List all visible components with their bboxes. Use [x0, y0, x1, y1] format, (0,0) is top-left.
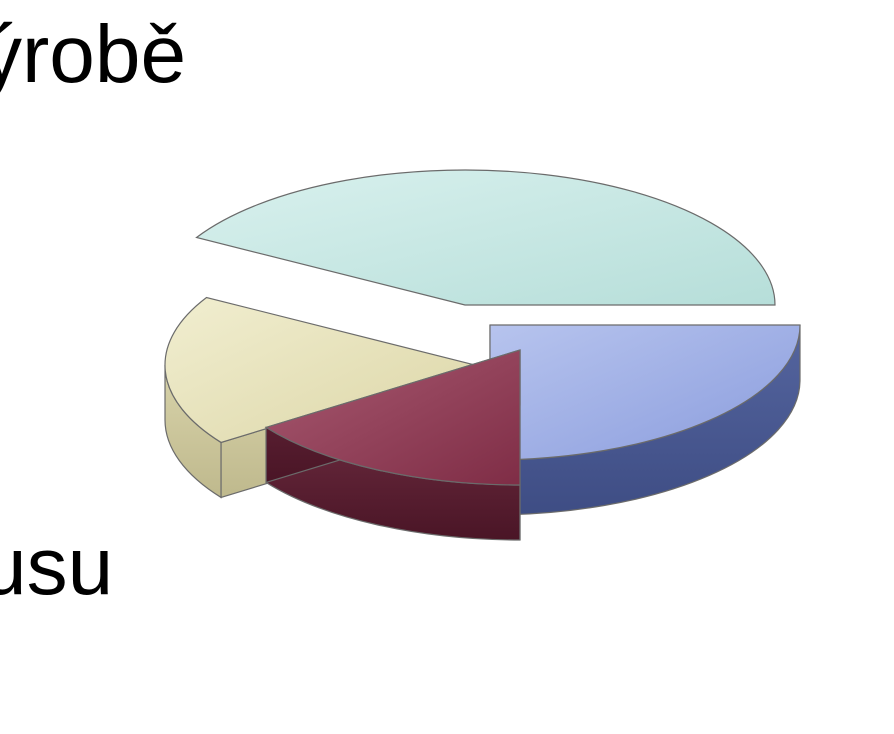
slice-teal — [197, 170, 775, 305]
title-fragment-top: výrobě — [0, 8, 186, 102]
slice-blue — [490, 325, 800, 515]
pie-slices — [165, 170, 800, 540]
pie-chart — [60, 165, 880, 545]
chart-stage: výrobě kusu — [0, 0, 894, 734]
